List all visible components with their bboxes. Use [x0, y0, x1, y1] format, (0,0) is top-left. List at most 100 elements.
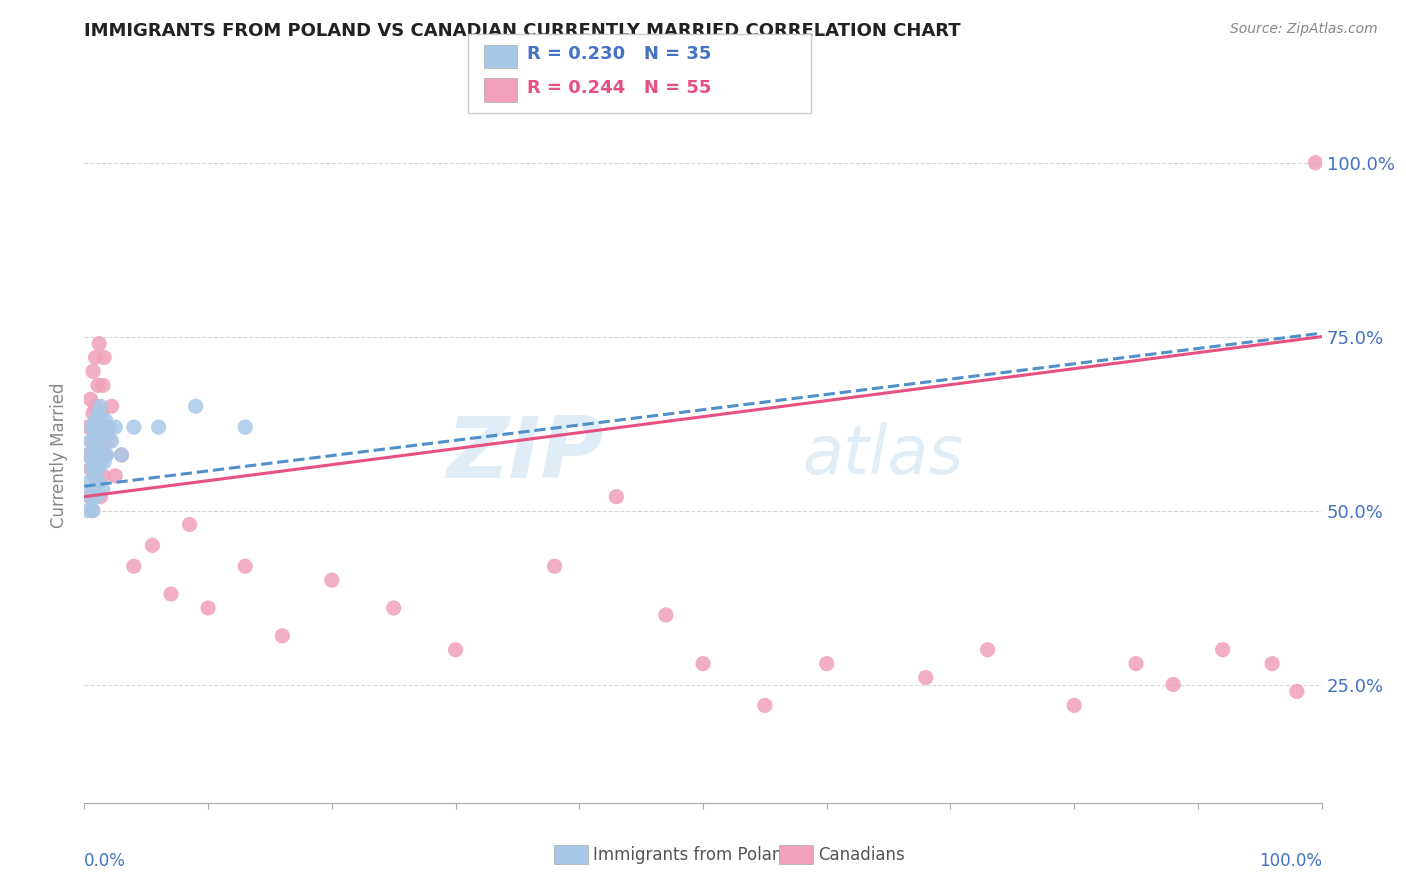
Point — [655, 607, 678, 622]
Point — [91, 483, 114, 497]
Text: 100.0%: 100.0% — [1258, 852, 1322, 870]
Point — [160, 587, 183, 601]
Point — [122, 420, 145, 434]
Point — [89, 490, 111, 504]
Text: R = 0.244   N = 55: R = 0.244 N = 55 — [527, 79, 711, 97]
Text: Source: ZipAtlas.com: Source: ZipAtlas.com — [1230, 22, 1378, 37]
Point — [76, 448, 98, 462]
Point — [976, 642, 998, 657]
Point — [83, 448, 105, 462]
Point — [84, 413, 107, 427]
Point — [80, 434, 103, 448]
Point — [83, 468, 105, 483]
Point — [79, 434, 101, 448]
Point — [79, 448, 101, 462]
Text: Immigrants from Poland: Immigrants from Poland — [593, 846, 793, 863]
Point — [91, 378, 114, 392]
Y-axis label: Currently Married: Currently Married — [51, 382, 69, 528]
Point — [815, 657, 838, 671]
Point — [79, 490, 101, 504]
Point — [82, 503, 104, 517]
Point — [104, 420, 127, 434]
Point — [321, 573, 343, 587]
Point — [1063, 698, 1085, 713]
Point — [692, 657, 714, 671]
Point — [233, 420, 256, 434]
Point — [93, 455, 115, 469]
Text: Canadians: Canadians — [818, 846, 905, 863]
Point — [94, 413, 117, 427]
Point — [93, 351, 115, 365]
Point — [104, 468, 127, 483]
Point — [100, 399, 122, 413]
Point — [94, 448, 117, 462]
Point — [122, 559, 145, 574]
Point — [89, 336, 111, 351]
Point — [87, 378, 110, 392]
Point — [83, 483, 105, 497]
Point — [87, 406, 110, 420]
Text: 0.0%: 0.0% — [84, 852, 127, 870]
Point — [89, 420, 111, 434]
Point — [79, 392, 101, 407]
Point — [84, 399, 107, 413]
Point — [82, 406, 104, 420]
Point — [96, 420, 118, 434]
Point — [76, 475, 98, 490]
Point — [184, 399, 207, 413]
Point — [444, 642, 467, 657]
Point — [89, 399, 111, 413]
Text: ZIP: ZIP — [446, 413, 605, 497]
Point — [148, 420, 170, 434]
Point — [1261, 657, 1284, 671]
Point — [91, 427, 114, 442]
Text: IMMIGRANTS FROM POLAND VS CANADIAN CURRENTLY MARRIED CORRELATION CHART: IMMIGRANTS FROM POLAND VS CANADIAN CURRE… — [84, 22, 960, 40]
Point — [100, 434, 122, 448]
Point — [89, 475, 111, 490]
Point — [83, 427, 105, 442]
Point — [90, 441, 112, 455]
Point — [271, 629, 294, 643]
Point — [141, 538, 163, 552]
Point — [110, 448, 132, 462]
Text: atlas: atlas — [801, 422, 963, 488]
Point — [80, 462, 103, 476]
Point — [82, 364, 104, 378]
Point — [86, 490, 108, 504]
Point — [77, 420, 100, 434]
Point — [1212, 642, 1234, 657]
Point — [179, 517, 201, 532]
Point — [79, 490, 101, 504]
Point — [197, 601, 219, 615]
Point — [80, 420, 103, 434]
Point — [89, 427, 111, 442]
Point — [110, 448, 132, 462]
Point — [91, 468, 114, 483]
Point — [96, 448, 118, 462]
Point — [543, 559, 565, 574]
Point — [89, 455, 111, 469]
Point — [914, 671, 936, 685]
Point — [87, 462, 110, 476]
Point — [86, 434, 108, 448]
Point — [84, 351, 107, 365]
Point — [82, 455, 104, 469]
Point — [754, 698, 776, 713]
Point — [87, 448, 110, 462]
Point — [86, 441, 108, 455]
Point — [1285, 684, 1308, 698]
Point — [605, 490, 627, 504]
Point — [382, 601, 405, 615]
Text: R = 0.230   N = 35: R = 0.230 N = 35 — [527, 45, 711, 63]
Point — [84, 468, 107, 483]
Point — [1125, 657, 1147, 671]
Point — [80, 503, 103, 517]
Point — [1161, 677, 1184, 691]
Point — [77, 503, 100, 517]
Point — [90, 406, 112, 420]
Point — [98, 434, 121, 448]
Point — [86, 475, 108, 490]
Point — [233, 559, 256, 574]
Point — [1305, 155, 1327, 169]
Point — [98, 420, 121, 434]
